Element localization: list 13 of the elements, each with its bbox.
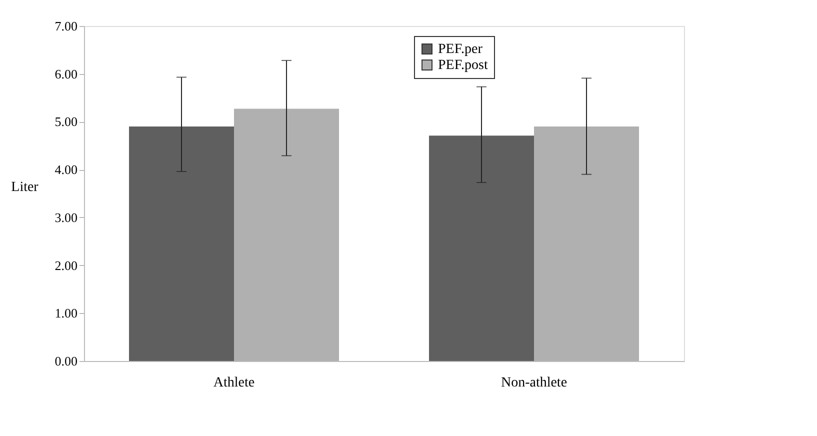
y-tick-label: 2.00 bbox=[54, 258, 78, 273]
legend-label: PEF.post bbox=[438, 58, 488, 73]
y-tick-label: 5.00 bbox=[54, 114, 78, 130]
y-tick-label: 1.00 bbox=[54, 306, 78, 321]
y-axis-title: Liter bbox=[11, 180, 39, 195]
y-tick-label: 6.00 bbox=[54, 66, 78, 82]
y-tick-label: 3.00 bbox=[54, 210, 78, 225]
x-tick-label: Non-athlete bbox=[500, 376, 568, 390]
y-tick-label: 4.00 bbox=[54, 162, 78, 178]
y-tick-label: 0.00 bbox=[54, 354, 78, 368]
legend-label: PEF.per bbox=[438, 42, 483, 57]
x-tick-label: Athlete bbox=[213, 376, 255, 390]
y-tick-label: 7.00 bbox=[54, 18, 78, 34]
